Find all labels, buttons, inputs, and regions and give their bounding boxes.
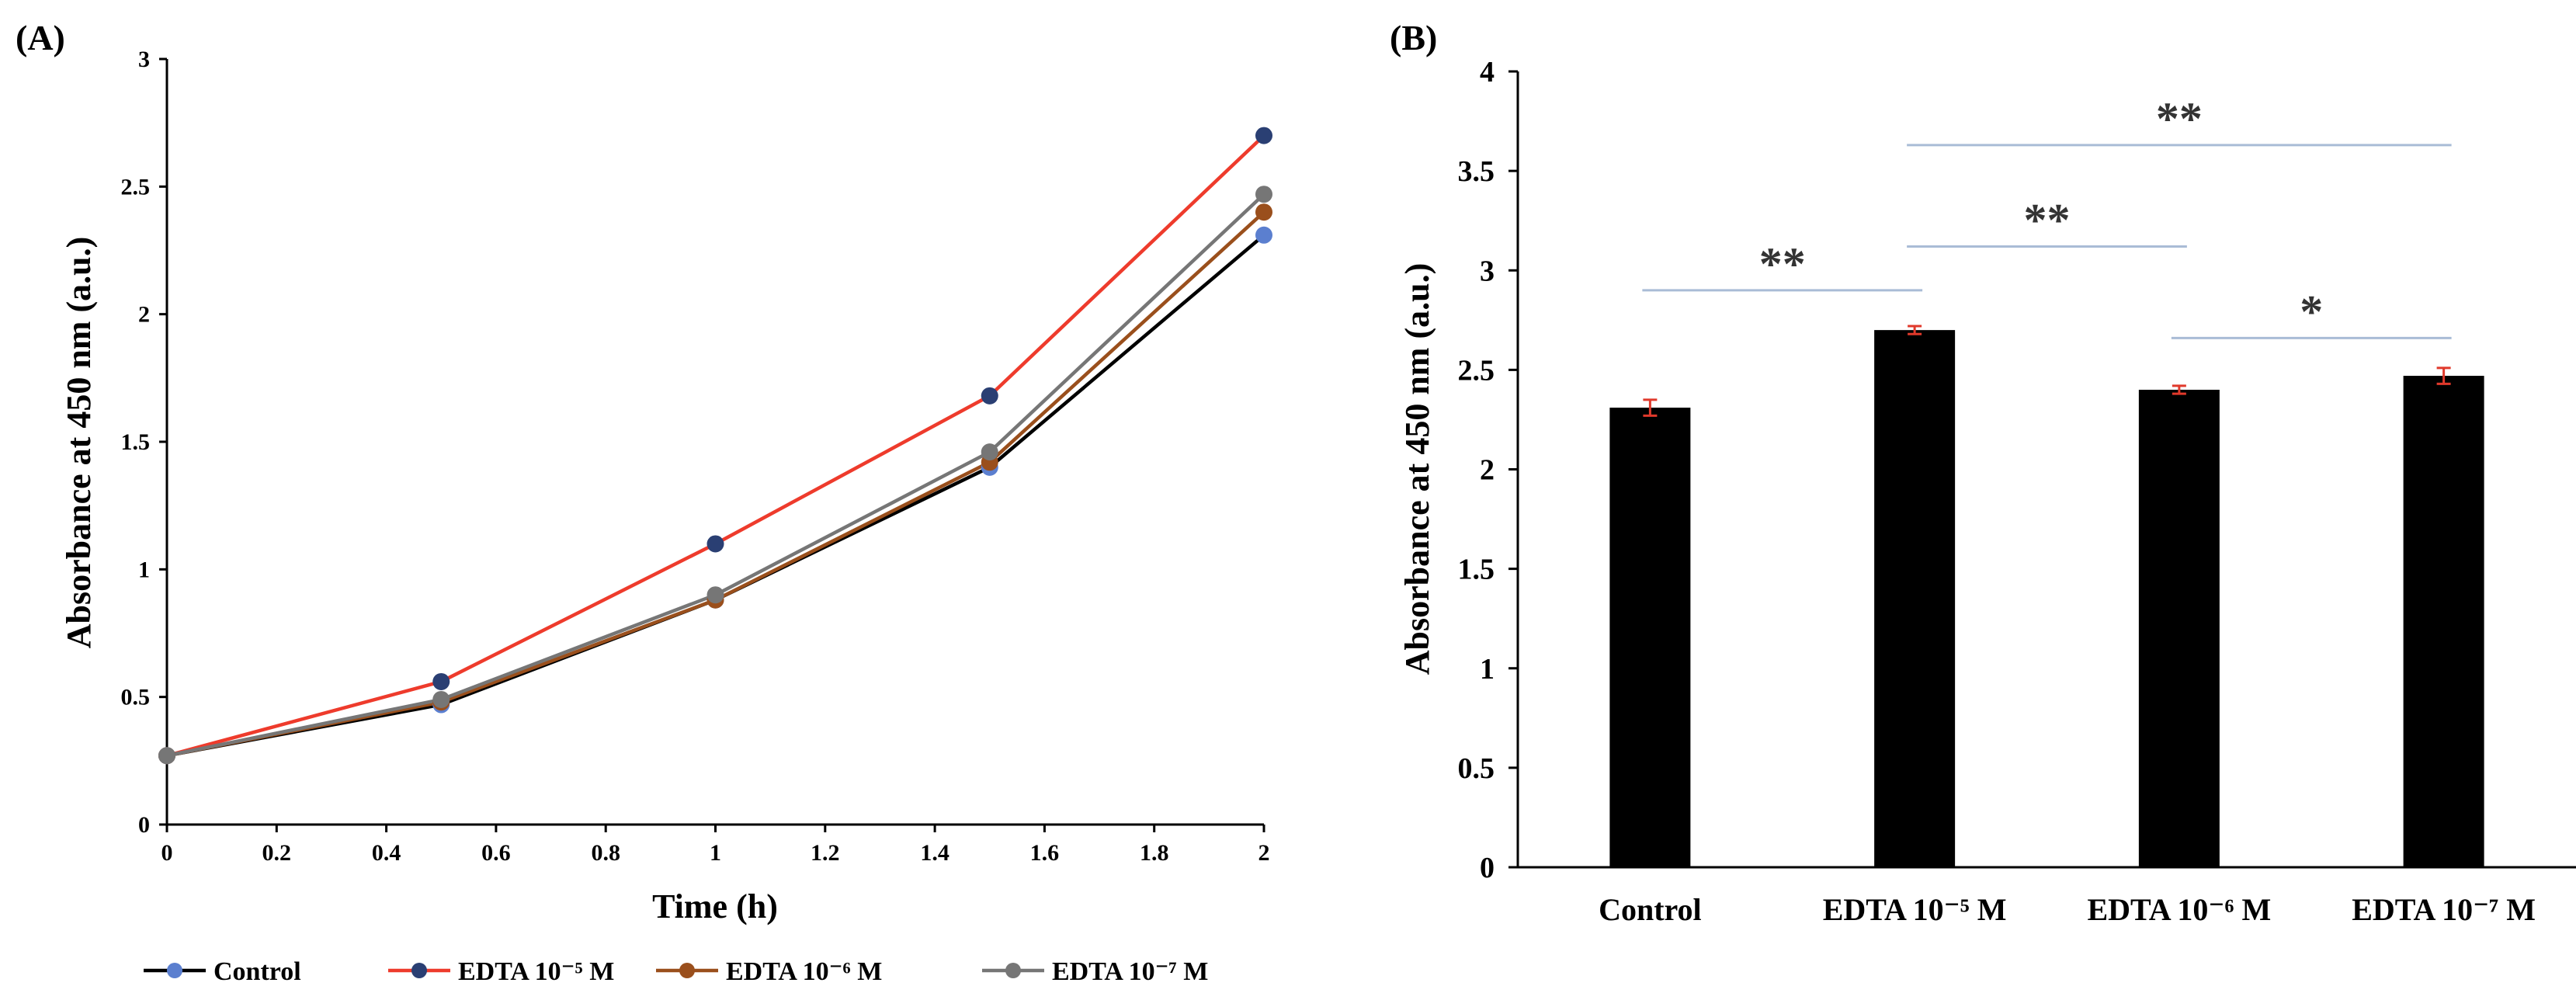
bar [1874, 330, 1956, 867]
legend-marker [679, 963, 695, 978]
significance-bracket: ** [1907, 195, 2187, 248]
category-label: EDTA 10⁻⁷ M [2352, 892, 2536, 927]
panel-b-y-ticks: 0 0.5 1 1.5 2 2.5 3 3.5 4 [1458, 56, 1518, 884]
y-tick-label: 3 [138, 47, 150, 72]
error-bar [1908, 325, 1922, 335]
category-label: Control [1599, 892, 1702, 927]
error-bar [2172, 384, 2186, 395]
significance-bracket: ** [1642, 238, 1923, 292]
panel-a-y-axis-title: Absorbance at 450 nm (a.u.) [60, 237, 98, 648]
panel-b-label: (B) [1390, 18, 1437, 57]
panel-a-series-points [158, 127, 1272, 765]
y-tick-label: 0 [1480, 852, 1495, 884]
category-label: EDTA 10⁻⁵ M [1823, 892, 2007, 927]
error-bar [2436, 366, 2451, 385]
legend-item: Control [144, 957, 301, 986]
legend-label: EDTA 10⁻⁵ M [458, 957, 614, 986]
y-tick-label: 1 [1480, 653, 1495, 686]
data-point [1255, 127, 1272, 144]
data-point [706, 535, 724, 553]
y-tick-label: 2.5 [1458, 354, 1495, 387]
legend-item: EDTA 10⁻⁵ M [388, 957, 614, 986]
legend-item: EDTA 10⁻⁷ M [982, 957, 1208, 986]
data-point [706, 586, 724, 604]
panel-b-y-axis-title: Absorbance at 450 nm (a.u.) [1398, 263, 1436, 675]
data-point [432, 672, 450, 690]
x-tick-label: 0 [161, 840, 173, 866]
y-tick-label: 0 [138, 812, 150, 838]
legend-label: Control [214, 957, 301, 986]
legend-marker [1005, 963, 1021, 978]
panel-b-error-bars [1643, 325, 2451, 417]
data-point [981, 443, 998, 461]
significance-label: ** [2024, 195, 2071, 246]
data-point [432, 690, 450, 708]
significance-label: * [2300, 286, 2323, 337]
category-label: EDTA 10⁻⁶ M [2087, 892, 2271, 927]
panel-a-label: (A) [16, 18, 65, 57]
panel-b-bar-chart: (B) 0 0.5 1 1.5 2 2.5 3 3.5 4 Control EDTA 10⁻⁵ M… [1390, 18, 2576, 927]
significance-bracket: ** [1907, 93, 2452, 147]
bar [2138, 390, 2220, 867]
data-point [1255, 186, 1272, 203]
data-point [1255, 226, 1272, 244]
x-tick-label: 1.6 [1030, 840, 1060, 866]
x-tick-label: 2 [1258, 840, 1270, 866]
series-line [166, 193, 1265, 758]
y-tick-label: 1.5 [1458, 554, 1495, 586]
y-tick-label: 1 [138, 557, 150, 582]
legend-marker [411, 963, 427, 978]
panel-a-x-axis-title: Time (h) [652, 887, 778, 925]
significance-label: ** [2156, 93, 2203, 144]
y-tick-label: 3 [1480, 255, 1495, 287]
legend-label: EDTA 10⁻⁶ M [726, 957, 882, 986]
y-tick-label: 0.5 [121, 685, 151, 710]
legend-marker [167, 963, 182, 978]
significance-label: ** [1759, 238, 1806, 290]
y-tick-label: 1.5 [121, 429, 151, 455]
error-bar [1643, 398, 1658, 417]
panel-a-legend: Control EDTA 10⁻⁵ M EDTA 10⁻⁶ M EDTA 10⁻⁷ M [144, 957, 1208, 986]
y-tick-label: 2 [1480, 454, 1495, 487]
x-tick-label: 1 [710, 840, 721, 866]
x-tick-label: 0.2 [262, 840, 292, 866]
x-tick-label: 1.2 [811, 840, 840, 866]
legend-label: EDTA 10⁻⁷ M [1052, 957, 1208, 986]
y-tick-label: 2 [138, 302, 150, 328]
x-tick-label: 1.4 [920, 840, 950, 866]
bar [1609, 408, 1691, 867]
x-tick-label: 0.6 [481, 840, 511, 866]
panel-a-x-ticks: 0 0.2 0.4 0.6 0.8 1 1.2 1.4 1.6 1.8 2 [161, 825, 1270, 866]
y-tick-label: 4 [1480, 56, 1495, 89]
legend-item: EDTA 10⁻⁶ M [656, 957, 882, 986]
significance-bracket: * [2171, 286, 2452, 339]
y-tick-label: 2.5 [121, 174, 151, 200]
panel-a-y-ticks: 0 0.5 1 1.5 2 2.5 3 [121, 47, 167, 838]
x-tick-label: 1.8 [1140, 840, 1169, 866]
data-point [981, 387, 998, 405]
series-line [166, 234, 1265, 758]
y-tick-label: 3.5 [1458, 155, 1495, 188]
y-tick-label: 0.5 [1458, 752, 1495, 785]
bar [2403, 376, 2484, 867]
data-point [1255, 203, 1272, 221]
data-point [158, 747, 175, 765]
panel-b-significance-markers: ******* [1642, 93, 2452, 339]
panel-b-bars [1609, 330, 2484, 867]
series-line [166, 134, 1265, 758]
x-tick-label: 0.4 [372, 840, 401, 866]
panel-a-series-lines [166, 134, 1265, 758]
panel-a-line-chart: (A) 0 0.5 1 1.5 2 2.5 3 0 0.2 0.4 0.6 0.8 1 1.2 1.4 1.… [16, 18, 1272, 986]
panel-b-category-labels: Control EDTA 10⁻⁵ M EDTA 10⁻⁶ M EDTA 10⁻⁷ M [1599, 892, 2536, 927]
x-tick-label: 0.8 [591, 840, 620, 866]
